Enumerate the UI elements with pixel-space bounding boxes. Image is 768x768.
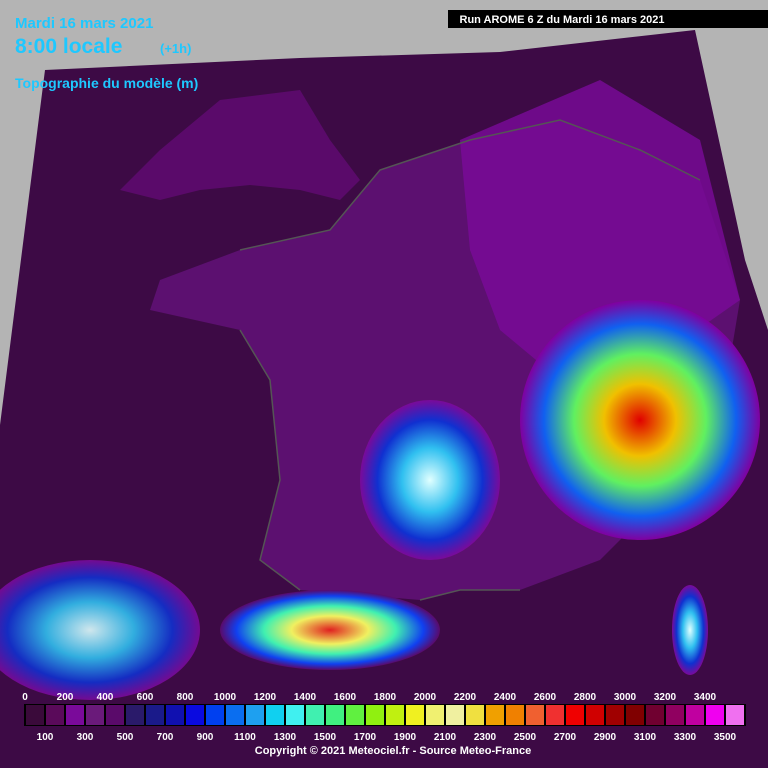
- legend-swatch: [166, 705, 184, 725]
- legend-label: 1800: [374, 692, 397, 703]
- legend-label: 200: [57, 692, 74, 703]
- legend-swatch: [86, 705, 104, 725]
- legend-label: 300: [77, 732, 94, 743]
- legend-swatch: [66, 705, 84, 725]
- legend-swatch: [46, 705, 64, 725]
- legend-swatch: [666, 705, 684, 725]
- legend-label: 3200: [654, 692, 677, 703]
- legend-swatch: [506, 705, 524, 725]
- alps: [520, 300, 760, 540]
- legend-swatch: [706, 705, 724, 725]
- legend-label: 2600: [534, 692, 557, 703]
- corsica: [672, 585, 708, 675]
- legend-label: 700: [157, 732, 174, 743]
- legend-swatch: [346, 705, 364, 725]
- legend-label: 1600: [334, 692, 357, 703]
- legend-swatch: [126, 705, 144, 725]
- legend-swatch: [426, 705, 444, 725]
- time: 8:00 locale: [15, 35, 122, 58]
- legend-swatch: [286, 705, 304, 725]
- britain: [120, 90, 360, 200]
- legend-label: 2700: [554, 732, 577, 743]
- legend-swatch: [266, 705, 284, 725]
- legend-label: 0: [22, 692, 28, 703]
- copyright: Copyright © 2021 Meteociel.fr - Source M…: [255, 745, 531, 757]
- legend-label: 3100: [634, 732, 657, 743]
- legend-swatch: [146, 705, 164, 725]
- legend-label: 1300: [274, 732, 297, 743]
- legend-label: 2200: [454, 692, 477, 703]
- legend-label: 1000: [214, 692, 237, 703]
- massif-central: [360, 400, 500, 560]
- legend-swatch: [326, 705, 344, 725]
- legend-label: 2900: [594, 732, 617, 743]
- legend-label: 2800: [574, 692, 597, 703]
- legend-swatch: [626, 705, 644, 725]
- legend-swatch: [406, 705, 424, 725]
- offset: (+1h): [160, 41, 191, 56]
- legend-swatch: [726, 705, 744, 725]
- product: Topographie du modèle (m): [15, 75, 198, 91]
- pyrenees: [220, 590, 440, 670]
- legend-label: 1900: [394, 732, 417, 743]
- legend-label: 3300: [674, 732, 697, 743]
- legend-swatch: [106, 705, 124, 725]
- legend-label: 3000: [614, 692, 637, 703]
- legend-swatch: [226, 705, 244, 725]
- legend-swatch: [206, 705, 224, 725]
- date: Mardi 16 mars 2021: [15, 15, 153, 32]
- legend-swatch: [566, 705, 584, 725]
- legend-label: 1100: [234, 732, 256, 743]
- legend-swatch: [246, 705, 264, 725]
- legend-label: 1400: [294, 692, 317, 703]
- legend-swatch: [526, 705, 544, 725]
- legend-label: 2500: [514, 732, 537, 743]
- legend-label: 1200: [254, 692, 277, 703]
- legend-label: 3400: [694, 692, 717, 703]
- legend-swatch: [386, 705, 404, 725]
- legend-swatch: [646, 705, 664, 725]
- legend-swatch: [606, 705, 624, 725]
- legend-label: 900: [197, 732, 214, 743]
- spain-relief: [0, 560, 200, 700]
- legend-swatch: [26, 705, 44, 725]
- legend-swatch: [306, 705, 324, 725]
- legend-label: 600: [137, 692, 154, 703]
- legend-swatch: [546, 705, 564, 725]
- legend-label: 3500: [714, 732, 737, 743]
- legend-label: 2300: [474, 732, 497, 743]
- legend-label: 800: [177, 692, 194, 703]
- legend-frame: [24, 704, 746, 726]
- legend-label: 100: [37, 732, 54, 743]
- borders: [239, 119, 701, 601]
- legend-swatch: [186, 705, 204, 725]
- run: Run AROME 6 Z du Mardi 16 mars 2021: [460, 14, 665, 26]
- legend-swatch: [686, 705, 704, 725]
- legend: 0 100 200 300 400 500 600 700 800 900 1000 1100 1200…: [22, 692, 746, 743]
- legend-label: 2100: [434, 732, 457, 743]
- legend-label: 1500: [314, 732, 337, 743]
- legend-swatch: [486, 705, 504, 725]
- legend-label: 2000: [414, 692, 437, 703]
- legend-label: 2400: [494, 692, 517, 703]
- legend-label: 400: [97, 692, 114, 703]
- run-box: [448, 10, 768, 28]
- legend-label: 1700: [354, 732, 377, 743]
- legend-swatch: [366, 705, 384, 725]
- legend-label: 500: [117, 732, 134, 743]
- legend-swatch: [586, 705, 604, 725]
- legend-swatch: [446, 705, 464, 725]
- legend-swatch: [466, 705, 484, 725]
